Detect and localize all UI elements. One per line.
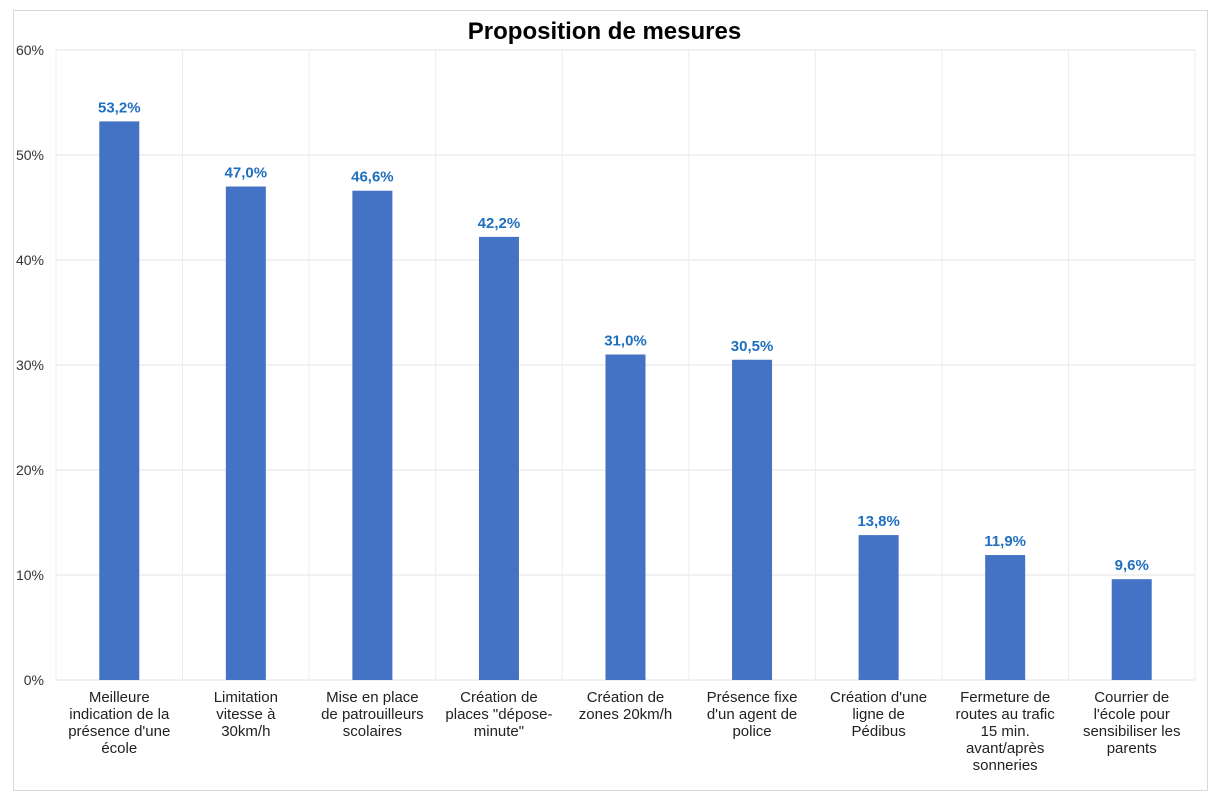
bar <box>352 190 393 680</box>
y-tick-label: 60% <box>16 42 44 58</box>
bars <box>99 121 1152 680</box>
x-tick-label: Meilleure indication de la présence d'une é… <box>68 689 170 757</box>
x-tick-label: Création de zones 20km/h <box>579 689 672 723</box>
x-tick-label: Mise en place de patrouilleurs scolaires <box>321 689 424 740</box>
bar <box>605 354 646 680</box>
data-label: 13,8% <box>857 513 900 530</box>
y-tick-label: 40% <box>16 252 44 268</box>
data-label: 30,5% <box>731 338 774 355</box>
y-tick-label: 20% <box>16 462 44 478</box>
x-axis: Meilleure indication de la présence d'une é… <box>68 689 1180 774</box>
gridlines <box>55 49 1196 681</box>
x-tick-label: Courrier de l'école pour sensibiliser les p… <box>1083 689 1181 757</box>
data-label: 53,2% <box>98 99 141 116</box>
y-axis: 0% 10% 20% 30% 40% 50% 60% <box>16 42 44 688</box>
bar <box>1111 579 1152 680</box>
data-label: 31,0% <box>604 333 647 350</box>
y-tick-label: 50% <box>16 147 44 163</box>
x-tick-label: Limitation vitesse à 30km/h <box>214 689 278 740</box>
x-tick-label: Fermeture de routes au trafic 15 min. avant… <box>956 689 1056 774</box>
bar <box>732 359 773 680</box>
bar <box>985 555 1026 680</box>
data-label: 42,2% <box>478 215 521 232</box>
y-tick-label: 10% <box>16 567 44 583</box>
bar <box>478 236 519 680</box>
data-labels: 53,2% 47,0% 46,6% 42,2% 31,0% 30,5% 13,8% 11,9%… <box>98 99 1149 574</box>
y-tick-label: 30% <box>16 357 44 373</box>
x-tick-label: Présence fixe d'un agent de police <box>707 689 798 740</box>
data-label: 47,0% <box>225 165 268 182</box>
chart-title: Proposition de mesures <box>467 18 742 45</box>
x-tick-label: Création d'une ligne de Pédibus <box>830 689 927 740</box>
bar <box>858 535 899 680</box>
bar <box>99 121 140 680</box>
y-tick-label: 0% <box>24 672 44 688</box>
bar <box>225 186 266 680</box>
x-tick-label: Création de places "dépose-minute" <box>445 689 552 740</box>
data-label: 9,6% <box>1115 557 1149 574</box>
data-label: 46,6% <box>351 169 394 186</box>
data-label: 11,9% <box>984 533 1026 550</box>
